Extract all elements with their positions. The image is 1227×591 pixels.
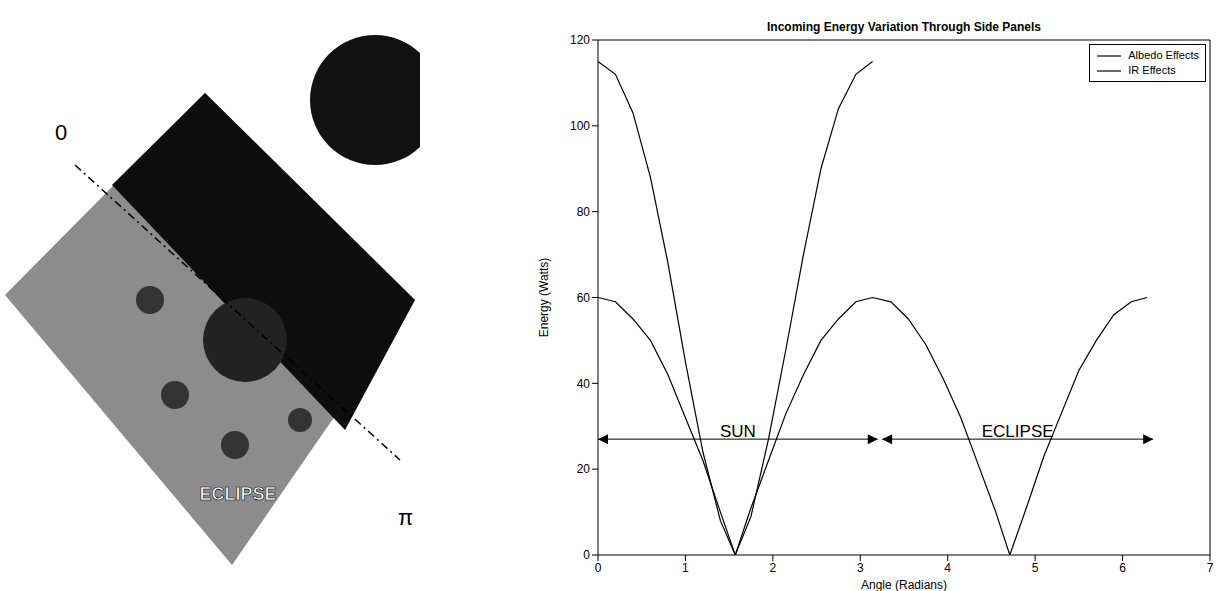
svg-text:Energy (Watts): Energy (Watts) <box>537 258 551 338</box>
svg-text:Angle (Radians): Angle (Radians) <box>861 578 947 591</box>
svg-text:ECLIPSE: ECLIPSE <box>199 484 276 504</box>
svg-text:7: 7 <box>1207 561 1214 575</box>
svg-text:ECLIPSE: ECLIPSE <box>982 422 1054 441</box>
svg-text:80: 80 <box>577 205 591 219</box>
svg-text:1: 1 <box>682 561 689 575</box>
svg-text:0: 0 <box>595 561 602 575</box>
html-text:Incoming Energy Variation Thro: Incoming Energy Variation Through Side P… <box>767 20 1041 34</box>
svg-text:120: 120 <box>570 33 590 47</box>
svg-text:π: π <box>398 505 413 530</box>
svg-text:4: 4 <box>944 561 951 575</box>
svg-text:0: 0 <box>583 548 590 562</box>
svg-text:6: 6 <box>1119 561 1126 575</box>
svg-text:40: 40 <box>577 377 591 391</box>
svg-text:60: 60 <box>577 291 591 305</box>
svg-text:5: 5 <box>1032 561 1039 575</box>
svg-text:SUN: SUN <box>720 422 756 441</box>
svg-text:20: 20 <box>577 462 591 476</box>
svg-text:0: 0 <box>55 120 67 145</box>
svg-text:100: 100 <box>570 119 590 133</box>
html-text:IR Effects: IR Effects <box>1128 64 1176 76</box>
svg-text:2: 2 <box>770 561 777 575</box>
svg-text:3: 3 <box>857 561 864 575</box>
html-text:Albedo Effects: Albedo Effects <box>1128 49 1199 61</box>
